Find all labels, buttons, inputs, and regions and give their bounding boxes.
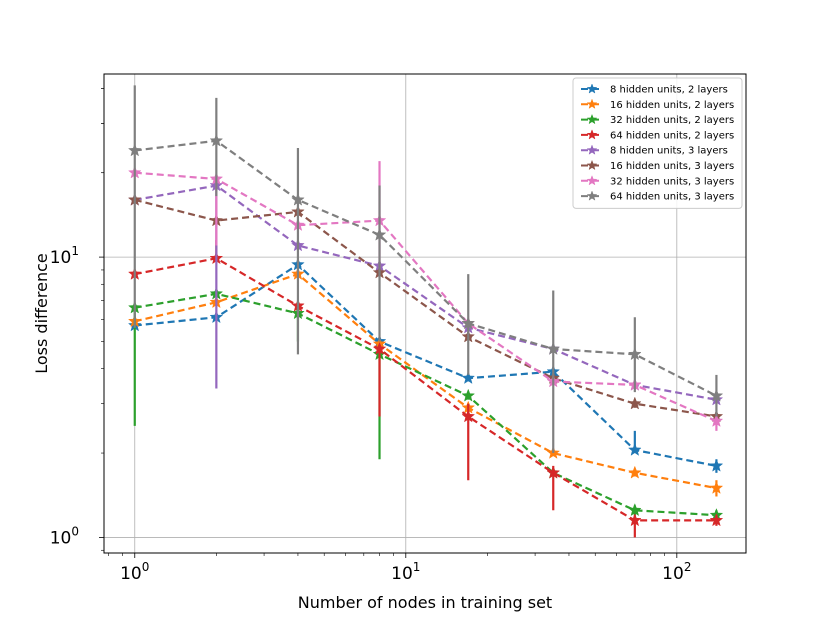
legend-marker xyxy=(586,98,598,109)
legend-entry: 64 hidden units, 3 layers xyxy=(581,190,734,203)
series-line xyxy=(134,184,717,401)
legend-entry: 16 hidden units, 3 layers xyxy=(581,159,734,172)
data-point xyxy=(709,480,724,494)
legend-label: 16 hidden units, 3 layers xyxy=(610,161,734,172)
legend-label: 8 hidden units, 2 layers xyxy=(610,85,728,96)
legend-entry: 8 hidden units, 2 layers xyxy=(581,83,728,96)
data-point xyxy=(709,388,724,402)
legend-marker xyxy=(586,144,598,155)
legend-entry: 64 hidden units, 2 layers xyxy=(581,129,734,141)
legend-label: 16 hidden units, 2 layers xyxy=(610,100,734,111)
legend-marker xyxy=(586,159,598,171)
x-tick-label: 101 xyxy=(391,560,420,584)
series-8 xyxy=(127,85,724,454)
data-point xyxy=(127,143,142,157)
data-point xyxy=(627,503,642,517)
data-point xyxy=(627,396,642,410)
data-point xyxy=(546,465,561,479)
x-axis-label: Number of nodes in training set xyxy=(298,593,552,612)
data-point xyxy=(546,341,561,355)
data-point xyxy=(627,347,642,361)
series-line xyxy=(134,292,717,517)
legend-label: 8 hidden units, 3 layers xyxy=(610,146,728,157)
legend-label: 64 hidden units, 3 layers xyxy=(610,192,734,203)
data-point xyxy=(209,133,224,147)
legend-marker xyxy=(586,113,598,125)
y-tick-label: 100 xyxy=(50,524,79,548)
legend-entry: 8 hidden units, 3 layers xyxy=(581,144,728,157)
x-tick-label: 102 xyxy=(662,560,691,584)
y-tick-label: 101 xyxy=(50,244,79,268)
data-point xyxy=(461,388,476,402)
y-axis-label: Loss difference xyxy=(32,253,51,374)
data-point xyxy=(709,458,724,472)
data-point xyxy=(627,442,642,456)
plot-frame xyxy=(103,73,747,554)
data-point xyxy=(372,341,387,355)
data-point xyxy=(461,370,476,384)
data-point xyxy=(709,513,724,527)
data-point xyxy=(461,316,476,330)
legend-label: 64 hidden units, 2 layers xyxy=(610,130,734,141)
legend-marker xyxy=(586,129,598,140)
data-point xyxy=(291,192,305,206)
legend-label: 32 hidden units, 2 layers xyxy=(610,115,734,126)
legend-entry: 32 hidden units, 3 layers xyxy=(581,175,734,187)
legend-marker xyxy=(586,175,598,186)
series-line xyxy=(134,272,717,490)
legend-marker xyxy=(586,83,598,94)
data-point xyxy=(372,227,387,241)
legend: 8 hidden units, 2 layers 16 hidden units,… xyxy=(572,77,743,209)
data-point xyxy=(709,413,724,427)
series-line xyxy=(134,198,717,418)
series-line xyxy=(134,263,717,467)
series-layer xyxy=(127,85,724,538)
legend-entry: 16 hidden units, 2 layers xyxy=(581,98,734,111)
legend-marker xyxy=(586,190,598,201)
legend-label: 32 hidden units, 3 layers xyxy=(610,176,734,187)
data-point xyxy=(627,513,642,527)
series-line xyxy=(134,139,717,397)
x-tick-label: 100 xyxy=(120,560,149,584)
data-point xyxy=(627,465,642,479)
series-line xyxy=(134,257,717,522)
series-line xyxy=(134,171,717,423)
legend-box xyxy=(572,77,743,209)
legend-entry: 32 hidden units, 2 layers xyxy=(581,113,734,126)
data-point xyxy=(461,409,476,423)
